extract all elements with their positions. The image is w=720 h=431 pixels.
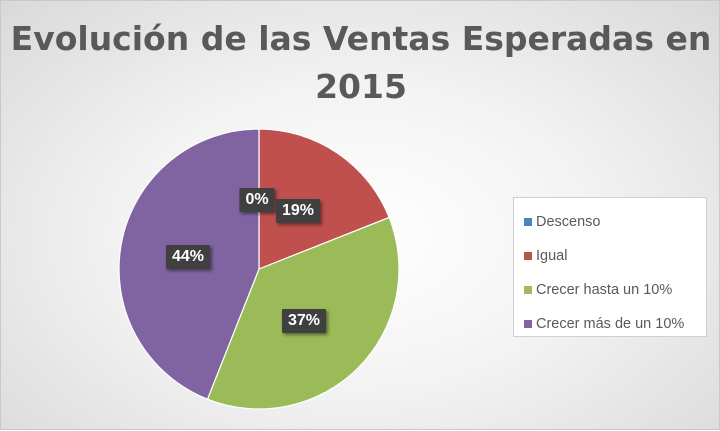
legend-label: Descenso <box>536 214 601 230</box>
data-label-2: 37% <box>281 309 327 333</box>
legend-label: Igual <box>536 248 568 264</box>
legend-label: Crecer más de un 10% <box>536 316 685 332</box>
legend-swatch <box>524 286 532 294</box>
chart-title: Evolución de las Ventas Esperadas en 201… <box>1 15 720 111</box>
legend-label: Crecer hasta un 10% <box>536 282 673 298</box>
legend-item-crecer-hasta-10: Crecer hasta un 10% <box>524 273 706 307</box>
data-label-1: 19% <box>275 199 321 223</box>
legend: Descenso Igual Crecer hasta un 10% Crece… <box>513 197 707 337</box>
data-label-0: 0% <box>239 188 275 212</box>
chart-title-line-2: 2015 <box>315 67 407 106</box>
pie-slice-1 <box>258 128 390 270</box>
legend-swatch <box>524 320 532 328</box>
legend-item-descenso: Descenso <box>524 205 706 239</box>
legend-item-crecer-mas-10: Crecer más de un 10% <box>524 307 706 341</box>
legend-swatch <box>524 252 532 260</box>
legend-swatch <box>524 218 532 226</box>
legend-item-igual: Igual <box>524 239 706 273</box>
chart-title-line-1: Evolución de las Ventas Esperadas en <box>10 19 712 58</box>
data-label-3: 44% <box>165 245 211 269</box>
